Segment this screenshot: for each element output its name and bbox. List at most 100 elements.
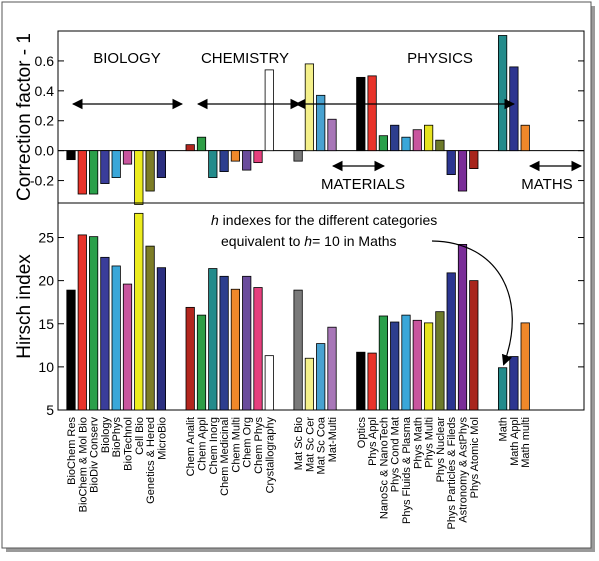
bar-correction-3 (100, 150, 110, 184)
category-label-21: Optics (356, 417, 368, 449)
y-tick-label-correction: 0.0 (35, 143, 55, 159)
category-label-22: Phys Appl (367, 417, 379, 466)
bar-correction-11 (208, 150, 218, 178)
bar-correction-4 (111, 150, 121, 178)
bar-correction-26 (412, 129, 422, 152)
y-tick-label-correction: 0.2 (35, 113, 55, 129)
bar-correction-10 (196, 136, 207, 152)
bar-hirsch-26 (412, 319, 422, 411)
category-label-24: Phys Cond Mat (390, 417, 402, 492)
bar-hirsch-21 (356, 351, 366, 411)
bar-correction-17 (293, 150, 303, 162)
bar-hirsch-19 (316, 343, 326, 411)
category-label-33: Math Appl (509, 417, 521, 466)
bar-correction-15 (253, 150, 263, 164)
category-label-8: MicroBio (156, 417, 168, 460)
category-label-16: Crystallography (264, 417, 276, 494)
category-label-19: Mat Sc Coa (316, 416, 328, 474)
bar-hirsch-29 (446, 272, 456, 411)
bar-correction-27 (423, 124, 434, 152)
bar-correction-31 (469, 150, 479, 170)
category-label-9: Chem Analit (185, 417, 197, 476)
bar-hirsch-22 (367, 352, 377, 411)
bar-hirsch-2 (89, 236, 99, 411)
annotation-arrow (431, 240, 513, 366)
group-label-biology: BIOLOGY (93, 50, 161, 67)
bar-correction-12 (219, 150, 229, 172)
category-label-15: Chem Phys (253, 417, 265, 474)
bar-correction-24 (390, 124, 400, 152)
category-label-0: BioChem Res (66, 417, 78, 485)
bar-correction-18 (304, 63, 315, 152)
group-label-chemistry: CHEMISTRY (201, 50, 289, 67)
category-tick-labels: BioChem Res BioChem & Mol Bio BioDiv Conse… (66, 416, 532, 529)
category-label-13: Chem Multi (230, 417, 242, 473)
category-label-27: Phys Multi (424, 417, 436, 468)
category-label-6: Cell Bio (134, 417, 146, 455)
bar-correction-34 (520, 124, 530, 152)
bar-hirsch-24 (390, 321, 400, 411)
annotation-text-2: equivalent to h= 10 in Maths (221, 233, 397, 249)
group-label-materials: MATERIALS (321, 176, 405, 193)
category-label-30: Astronomy & AstPhys (458, 417, 470, 523)
category-label-34: Math multi (520, 417, 532, 468)
bar-hirsch-33 (509, 356, 519, 411)
bar-hirsch-27 (423, 322, 434, 411)
category-label-1: BioChem & Mol Bio (77, 417, 89, 512)
category-label-12: Chem Medicinal (219, 417, 231, 496)
frame-shadow (1, 1, 595, 552)
bar-correction-30 (457, 150, 468, 192)
bar-hirsch-15 (253, 287, 263, 411)
y-tick-label-correction: 0.6 (35, 53, 55, 69)
bar-correction-0 (66, 150, 76, 161)
bar-hirsch-6 (134, 212, 144, 411)
bar-hirsch-18 (304, 357, 315, 411)
category-label-7: Genetics & Hered (145, 417, 157, 504)
bar-hirsch-13 (230, 288, 240, 411)
bar-correction-33 (509, 66, 519, 152)
bar-hirsch-4 (111, 265, 121, 411)
bar-hirsch-11 (208, 268, 218, 411)
bar-correction-6 (134, 150, 144, 205)
category-label-3: Biology (100, 417, 112, 454)
bar-hirsch-12 (219, 275, 229, 411)
group-label-maths: MATHS (521, 176, 572, 193)
bar-hirsch-28 (435, 311, 445, 411)
bar-correction-2 (89, 150, 99, 195)
bar-hirsch-34 (520, 322, 530, 411)
category-label-2: BioDiv Conserv (89, 417, 101, 493)
bar-hirsch-30 (457, 243, 468, 411)
category-label-25: Phys Fluids & Plasma (401, 416, 413, 524)
bar-hirsch-32 (497, 367, 508, 411)
y-tick-label-hirsch: 20 (38, 273, 54, 289)
bar-correction-1 (77, 150, 87, 195)
bar-hirsch-7 (145, 245, 155, 411)
y-tick-label-hirsch: 15 (38, 316, 54, 332)
bar-correction-7 (145, 150, 155, 192)
bar-hirsch-23 (378, 315, 389, 411)
category-label-23: NanoSc & NanoTech (378, 417, 390, 519)
category-label-31: Phys Atomic Mol (469, 417, 481, 498)
bar-hirsch-9 (185, 306, 195, 411)
bar-correction-20 (327, 118, 337, 152)
bar-correction-23 (378, 135, 389, 152)
category-label-4: BioPhys (111, 417, 123, 458)
y-axis-label-hirsch: Hirsch index (14, 254, 35, 359)
bar-correction-8 (156, 150, 166, 178)
bar-hirsch-20 (327, 326, 337, 411)
annotations: h indexes for the different categories e… (211, 212, 513, 366)
category-label-26: Phys Math (412, 417, 424, 469)
category-label-18: Mat Sc Cer (304, 417, 316, 472)
bar-correction-29 (446, 150, 456, 175)
bar-correction-14 (242, 150, 252, 171)
y-tick-label-hirsch: 10 (38, 359, 54, 375)
bar-correction-9 (185, 144, 195, 152)
bar-correction-5 (122, 150, 133, 165)
category-label-17: Mat Sc Bio (293, 417, 305, 470)
bar-hirsch-8 (156, 267, 166, 411)
annotation-text: h indexes for the different categories (211, 212, 437, 228)
bar-hirsch-3 (100, 256, 110, 411)
y-tick-label-hirsch: 25 (38, 230, 54, 246)
